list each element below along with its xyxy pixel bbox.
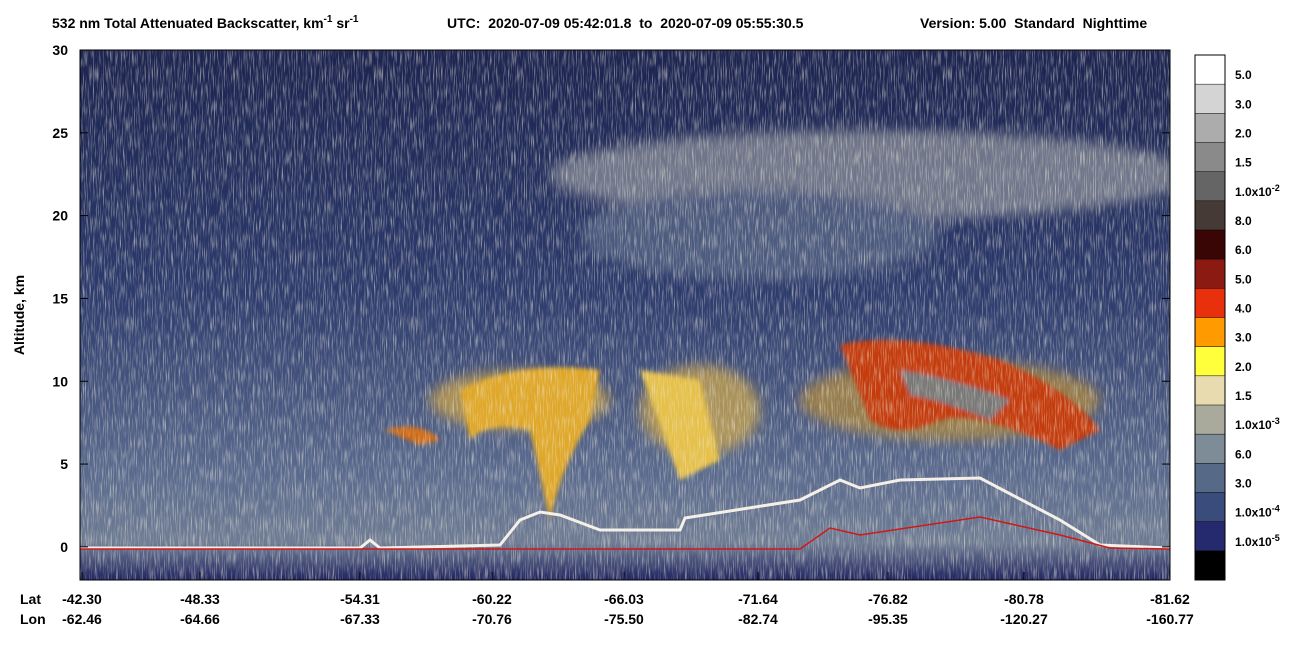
y-tick-label: 15 xyxy=(52,290,68,306)
colorbar-label: 1.5 xyxy=(1235,156,1252,170)
colorbar-label: 1.5 xyxy=(1235,389,1252,403)
colorbar-label: 3.0 xyxy=(1235,331,1252,345)
colorbar-segment xyxy=(1195,200,1225,230)
colorbar-label-text: 3.0 xyxy=(1235,331,1252,345)
colorbar-label-text: 1.5 xyxy=(1235,156,1252,170)
lon-label: -70.76 xyxy=(472,611,512,627)
lat-label: -80.78 xyxy=(1004,591,1044,607)
colorbar-label-exponent: -4 xyxy=(1272,504,1280,514)
lat-label: -76.82 xyxy=(868,591,908,607)
colorbar-segment xyxy=(1195,550,1225,580)
colorbar-segment xyxy=(1195,317,1225,347)
colorbar-label-text: 1.0x10 xyxy=(1235,535,1272,549)
colorbar-label-text: 1.0x10 xyxy=(1235,506,1272,520)
colorbar-label-text: 3.0 xyxy=(1235,477,1252,491)
lon-label: -62.46 xyxy=(62,611,102,627)
colorbar-segment xyxy=(1195,142,1225,172)
colorbar-label: 6.0 xyxy=(1235,243,1252,257)
colorbar-segment xyxy=(1195,346,1225,376)
colorbar-segment xyxy=(1195,405,1225,435)
lon-label: -95.35 xyxy=(868,611,908,627)
title-part: sr xyxy=(332,15,350,31)
colorbar-label: 1.0x10-3 xyxy=(1235,416,1280,432)
utc-range: UTC: 2020-07-09 05:42:01.8 to 2020-07-09… xyxy=(447,15,804,31)
y-tick-label: 25 xyxy=(52,125,68,141)
colorbar-label-exponent: -2 xyxy=(1272,183,1280,193)
colorbar-segment xyxy=(1195,113,1225,143)
colorbar-segment xyxy=(1195,463,1225,493)
lon-label: -160.77 xyxy=(1146,611,1194,627)
colorbar-segment xyxy=(1195,171,1225,201)
colorbar-segment xyxy=(1195,259,1225,289)
colorbar-label-text: 3.0 xyxy=(1235,97,1252,111)
colorbar-label: 2.0 xyxy=(1235,127,1252,141)
colorbar-segment xyxy=(1195,230,1225,260)
colorbar-label: 1.0x10-2 xyxy=(1235,183,1280,199)
colorbar-label: 3.0 xyxy=(1235,477,1252,491)
colorbar-label-text: 4.0 xyxy=(1235,302,1252,316)
lon-label: -75.50 xyxy=(604,611,644,627)
y-tick-label: 10 xyxy=(52,373,68,389)
y-tick-label: 20 xyxy=(52,208,68,224)
lat-label: -81.62 xyxy=(1150,591,1190,607)
lat-label: -42.30 xyxy=(62,591,102,607)
colorbar-segment xyxy=(1195,55,1225,85)
colorbar-label-text: 5.0 xyxy=(1235,68,1252,82)
title-part: 532 nm Total Attenuated Backscatter, km xyxy=(52,15,324,31)
colorbar-label: 5.0 xyxy=(1235,68,1252,82)
lat-label: -66.03 xyxy=(604,591,644,607)
colorbar-label-text: 1.0x10 xyxy=(1235,185,1272,199)
lon-label: -120.27 xyxy=(1000,611,1048,627)
lon-label: -82.74 xyxy=(738,611,778,627)
colorbar-segment xyxy=(1195,521,1225,551)
colorbar-segment xyxy=(1195,84,1225,114)
colorbar-label-text: 5.0 xyxy=(1235,272,1252,286)
colorbar-label-exponent: -5 xyxy=(1272,533,1280,543)
title-superscript: -1 xyxy=(350,14,359,25)
x-row-label: Lon xyxy=(20,611,46,627)
y-tick-label: 0 xyxy=(60,539,68,555)
version-info: Version: 5.00 Standard Nighttime xyxy=(920,15,1147,31)
lat-label: -60.22 xyxy=(472,591,512,607)
colorbar-label-exponent: -3 xyxy=(1272,416,1280,426)
y-axis-label: Altitude, km xyxy=(11,275,27,355)
colorbar-label: 3.0 xyxy=(1235,97,1252,111)
lat-label: -71.64 xyxy=(738,591,778,607)
y-tick-label: 5 xyxy=(60,456,68,472)
colorbar-label: 1.0x10-4 xyxy=(1235,504,1280,520)
colorbar-label-text: 6.0 xyxy=(1235,447,1252,461)
colorbar-label-text: 1.0x10 xyxy=(1235,418,1272,432)
colorbar-label-text: 2.0 xyxy=(1235,360,1252,374)
lon-label: -64.66 xyxy=(180,611,220,627)
lon-label: -67.33 xyxy=(340,611,380,627)
colorbar-label: 5.0 xyxy=(1235,272,1252,286)
colorbar-label: 4.0 xyxy=(1235,302,1252,316)
y-tick-label: 30 xyxy=(52,42,68,58)
colorbar-label: 6.0 xyxy=(1235,447,1252,461)
colorbar-segment xyxy=(1195,288,1225,318)
chart-title: 532 nm Total Attenuated Backscatter, km-… xyxy=(52,14,359,31)
colorbar-segment xyxy=(1195,434,1225,464)
colorbar-label: 8.0 xyxy=(1235,214,1252,228)
title-superscript: -1 xyxy=(324,14,333,25)
backscatter-field xyxy=(80,50,1170,580)
colorbar-segment xyxy=(1195,492,1225,522)
plot-frame xyxy=(79,49,1171,581)
colorbar-label-text: 2.0 xyxy=(1235,127,1252,141)
colorbar-label-text: 1.5 xyxy=(1235,389,1252,403)
colorbar-label: 1.0x10-5 xyxy=(1235,533,1280,549)
colorbar-segment xyxy=(1195,375,1225,405)
colorbar-label-text: 6.0 xyxy=(1235,243,1252,257)
lat-label: -48.33 xyxy=(180,591,220,607)
lat-label: -54.31 xyxy=(340,591,380,607)
x-row-label: Lat xyxy=(20,591,41,607)
colorbar-label-text: 8.0 xyxy=(1235,214,1252,228)
colorbar-label: 2.0 xyxy=(1235,360,1252,374)
